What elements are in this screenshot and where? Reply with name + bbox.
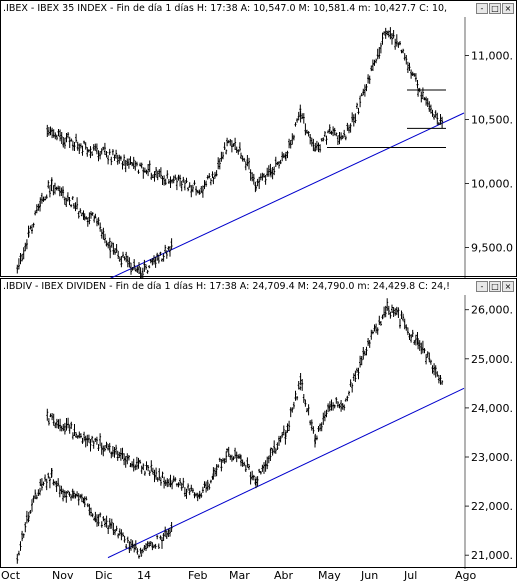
y-tick-label: 23,000.: [471, 451, 513, 464]
minimize-button[interactable]: -: [476, 3, 488, 14]
open-readout: A: 10,547.0: [237, 3, 296, 14]
panel-title-bar: .IBDIV - IBEX DIVIDEN - Fin de día 1 día…: [3, 280, 466, 294]
x-axis-label-jul: Jul: [404, 569, 418, 582]
close-readout: C: 10,: [416, 3, 448, 14]
close-button[interactable]: ×: [502, 281, 514, 292]
price-bars-series: [16, 298, 444, 564]
open-readout: A: 24,709.4: [236, 281, 295, 292]
time-readout: H: 17:38: [193, 3, 238, 14]
x-axis-label-feb: Feb: [188, 569, 208, 582]
y-tick-label: 21,000.: [471, 549, 513, 562]
high-readout: M: 24,790.0: [294, 281, 355, 292]
ibdiv-chart-canvas[interactable]: 26,000. 25,000. 24,000. 23,000. 22,000. 21,00…: [1, 279, 517, 569]
time-axis: Oct Nov Dic 14 Feb Mar Abr May Jun Jul Ago: [0, 568, 517, 582]
x-axis-label-may: May: [318, 569, 341, 582]
instrument-name: - IBEX DIVIDEN: [31, 281, 107, 292]
low-readout: m: 10,427.7: [355, 3, 417, 14]
instrument-name: - IBEX 35 INDEX: [27, 3, 108, 14]
panel-window-controls: - □ ×: [476, 3, 514, 15]
maximize-button[interactable]: □: [489, 3, 501, 14]
support-trendline: [107, 387, 465, 559]
y-tick-label: 22,000.: [471, 500, 513, 513]
close-readout: C: 24,!: [415, 281, 450, 292]
panel-window-controls: - □ ×: [476, 281, 514, 293]
x-axis-label-oct: Oct: [1, 569, 21, 582]
ibdiv-chart-panel[interactable]: .IBDIV - IBEX DIVIDEN - Fin de día 1 día…: [0, 278, 517, 569]
y-tick-label: 26,000.: [471, 304, 513, 317]
y-tick-label: 11,000.: [471, 49, 513, 62]
y-tick-label: 25,000.: [471, 353, 513, 366]
x-axis-label-14: 14: [137, 569, 151, 582]
x-axis-label-jun: Jun: [361, 569, 379, 582]
high-readout: M: 10,581.4: [295, 3, 356, 14]
low-readout: m: 24,429.8: [354, 281, 416, 292]
x-axis-label-ago: Ago: [455, 569, 477, 582]
maximize-button[interactable]: □: [489, 281, 501, 292]
period-label: - Fin de día 1 días: [106, 281, 193, 292]
panel-title-bar: .IBEX - IBEX 35 INDEX - Fin de día 1 día…: [3, 2, 466, 16]
price-bars-series: [16, 27, 444, 278]
y-tick-label: 10,500.: [471, 113, 513, 126]
x-axis-label-mar: Mar: [229, 569, 250, 582]
minimize-button[interactable]: -: [476, 281, 488, 292]
y-tick-label: 24,000.: [471, 402, 513, 415]
close-button[interactable]: ×: [502, 3, 514, 14]
x-axis-label-dic: Dic: [95, 569, 113, 582]
symbol-label: .IBDIV: [3, 281, 32, 292]
symbol-label: .IBEX: [3, 3, 28, 14]
time-readout: H: 17:38: [192, 281, 237, 292]
ibex-chart-canvas[interactable]: 11,000. 10,500. 10,000. 9,500.0: [1, 1, 517, 278]
y-tick-label: 9,500.0: [471, 241, 513, 254]
x-axis-label-abr: Abr: [274, 569, 294, 582]
support-trendline: [109, 112, 465, 278]
x-axis-label-nov: Nov: [52, 569, 74, 582]
y-tick-label: 10,000.: [471, 177, 513, 190]
period-label: - Fin de día 1 días: [107, 3, 194, 14]
ibex-chart-panel[interactable]: .IBEX - IBEX 35 INDEX - Fin de día 1 día…: [0, 0, 517, 278]
